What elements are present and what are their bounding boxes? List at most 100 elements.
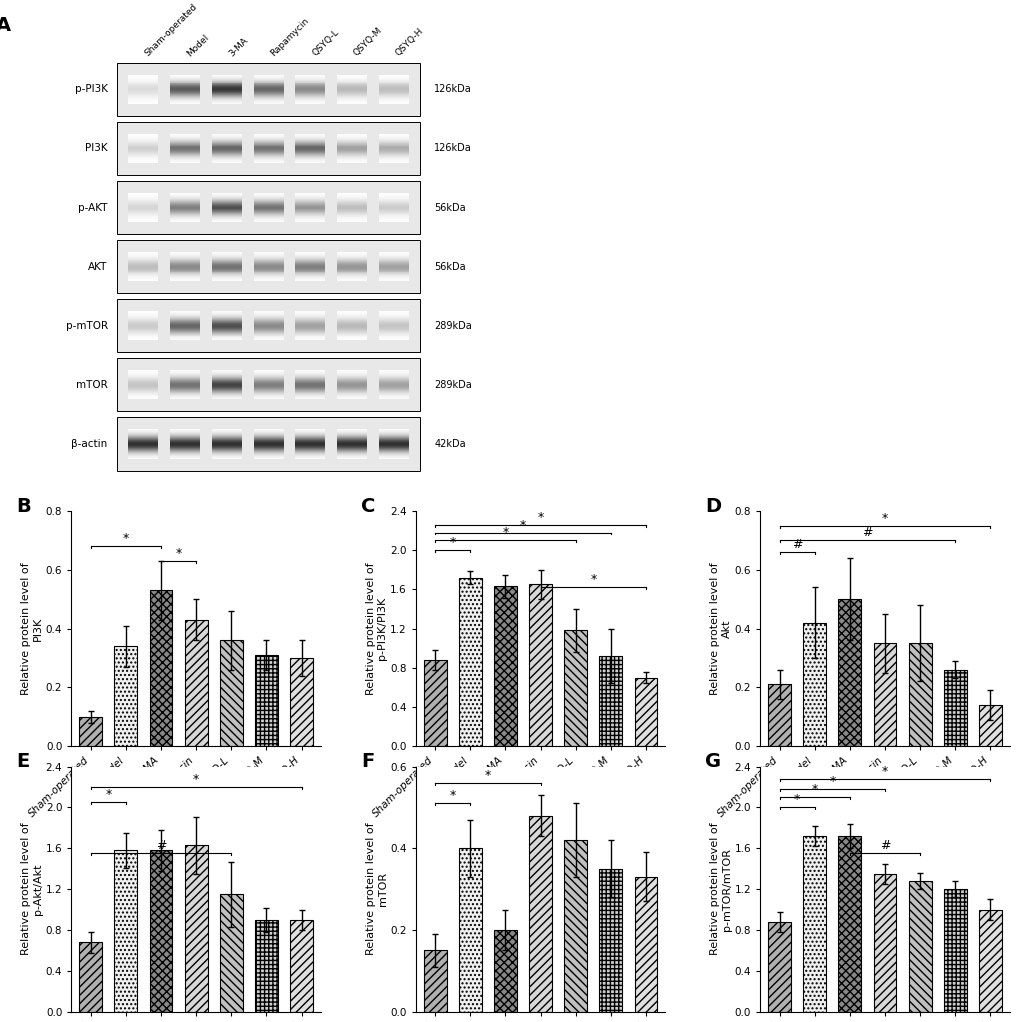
Bar — [296, 93, 325, 94]
Bar — [128, 446, 158, 447]
Bar — [128, 328, 158, 329]
Bar — [170, 324, 200, 325]
Bar — [296, 393, 325, 394]
Bar — [337, 161, 367, 162]
Bar — [170, 89, 200, 90]
Bar — [379, 389, 409, 390]
Bar — [254, 449, 283, 450]
Bar — [379, 154, 409, 155]
Bar — [254, 370, 283, 371]
Bar — [379, 197, 409, 198]
Bar — [337, 138, 367, 139]
Bar — [170, 75, 200, 76]
Bar — [599, 656, 622, 746]
Bar — [337, 333, 367, 334]
Bar — [296, 442, 325, 443]
Bar — [170, 451, 200, 452]
Bar — [128, 213, 158, 214]
Bar — [254, 315, 283, 316]
Bar — [254, 264, 283, 265]
Bar — [170, 141, 200, 142]
Bar — [379, 393, 409, 394]
Bar — [337, 385, 367, 386]
Bar — [212, 162, 242, 164]
Bar — [212, 149, 242, 150]
Bar — [379, 145, 409, 146]
Bar — [337, 378, 367, 379]
Bar — [212, 95, 242, 96]
Bar — [379, 149, 409, 150]
Bar — [337, 435, 367, 436]
Bar — [128, 457, 158, 458]
Bar — [212, 451, 242, 452]
Bar — [254, 253, 283, 254]
Bar — [170, 267, 200, 268]
Bar — [128, 383, 158, 384]
Bar — [212, 134, 242, 135]
Bar — [128, 75, 158, 76]
Bar — [212, 278, 242, 279]
Bar — [212, 337, 242, 338]
Bar — [337, 391, 367, 392]
Bar — [254, 316, 283, 317]
Bar — [254, 442, 283, 443]
Bar — [296, 142, 325, 143]
Bar — [337, 372, 367, 373]
Bar — [128, 455, 158, 456]
Bar — [379, 264, 409, 265]
Bar — [212, 317, 242, 318]
Bar — [128, 149, 158, 150]
Bar — [212, 430, 242, 431]
Bar — [379, 258, 409, 259]
Bar — [337, 134, 367, 135]
Bar — [170, 82, 200, 83]
Text: *: * — [122, 532, 128, 546]
Bar — [379, 442, 409, 443]
Bar — [212, 439, 242, 440]
Bar — [337, 154, 367, 155]
Bar — [296, 195, 325, 196]
Bar — [170, 95, 200, 96]
Bar — [254, 333, 283, 334]
Bar — [379, 162, 409, 164]
Bar — [128, 218, 158, 219]
Bar — [254, 89, 283, 90]
Bar — [379, 270, 409, 271]
Bar — [379, 433, 409, 434]
Bar — [170, 318, 200, 319]
Bar — [212, 268, 242, 269]
Bar — [379, 391, 409, 392]
Bar — [337, 260, 367, 261]
Bar — [128, 159, 158, 160]
Bar — [254, 383, 283, 384]
Bar — [170, 376, 200, 377]
Bar — [212, 385, 242, 386]
Bar — [296, 271, 325, 272]
Bar — [379, 318, 409, 319]
Bar — [296, 194, 325, 195]
Bar — [254, 204, 283, 205]
Bar — [254, 88, 283, 89]
Bar — [212, 450, 242, 451]
Bar — [254, 378, 283, 379]
Bar — [296, 263, 325, 264]
Bar — [379, 325, 409, 326]
Bar — [254, 271, 283, 272]
Bar — [296, 152, 325, 153]
Bar — [254, 208, 283, 210]
Bar — [296, 320, 325, 321]
Text: *: * — [175, 547, 181, 560]
Bar — [296, 210, 325, 211]
Bar — [212, 371, 242, 372]
Bar — [170, 211, 200, 212]
Bar — [337, 157, 367, 158]
Bar — [254, 380, 283, 381]
Bar — [337, 76, 367, 77]
Text: #: # — [861, 526, 872, 540]
Bar — [337, 259, 367, 260]
Bar — [379, 82, 409, 83]
Bar — [296, 377, 325, 378]
Bar — [128, 157, 158, 158]
Bar — [337, 455, 367, 456]
Bar — [128, 264, 158, 265]
